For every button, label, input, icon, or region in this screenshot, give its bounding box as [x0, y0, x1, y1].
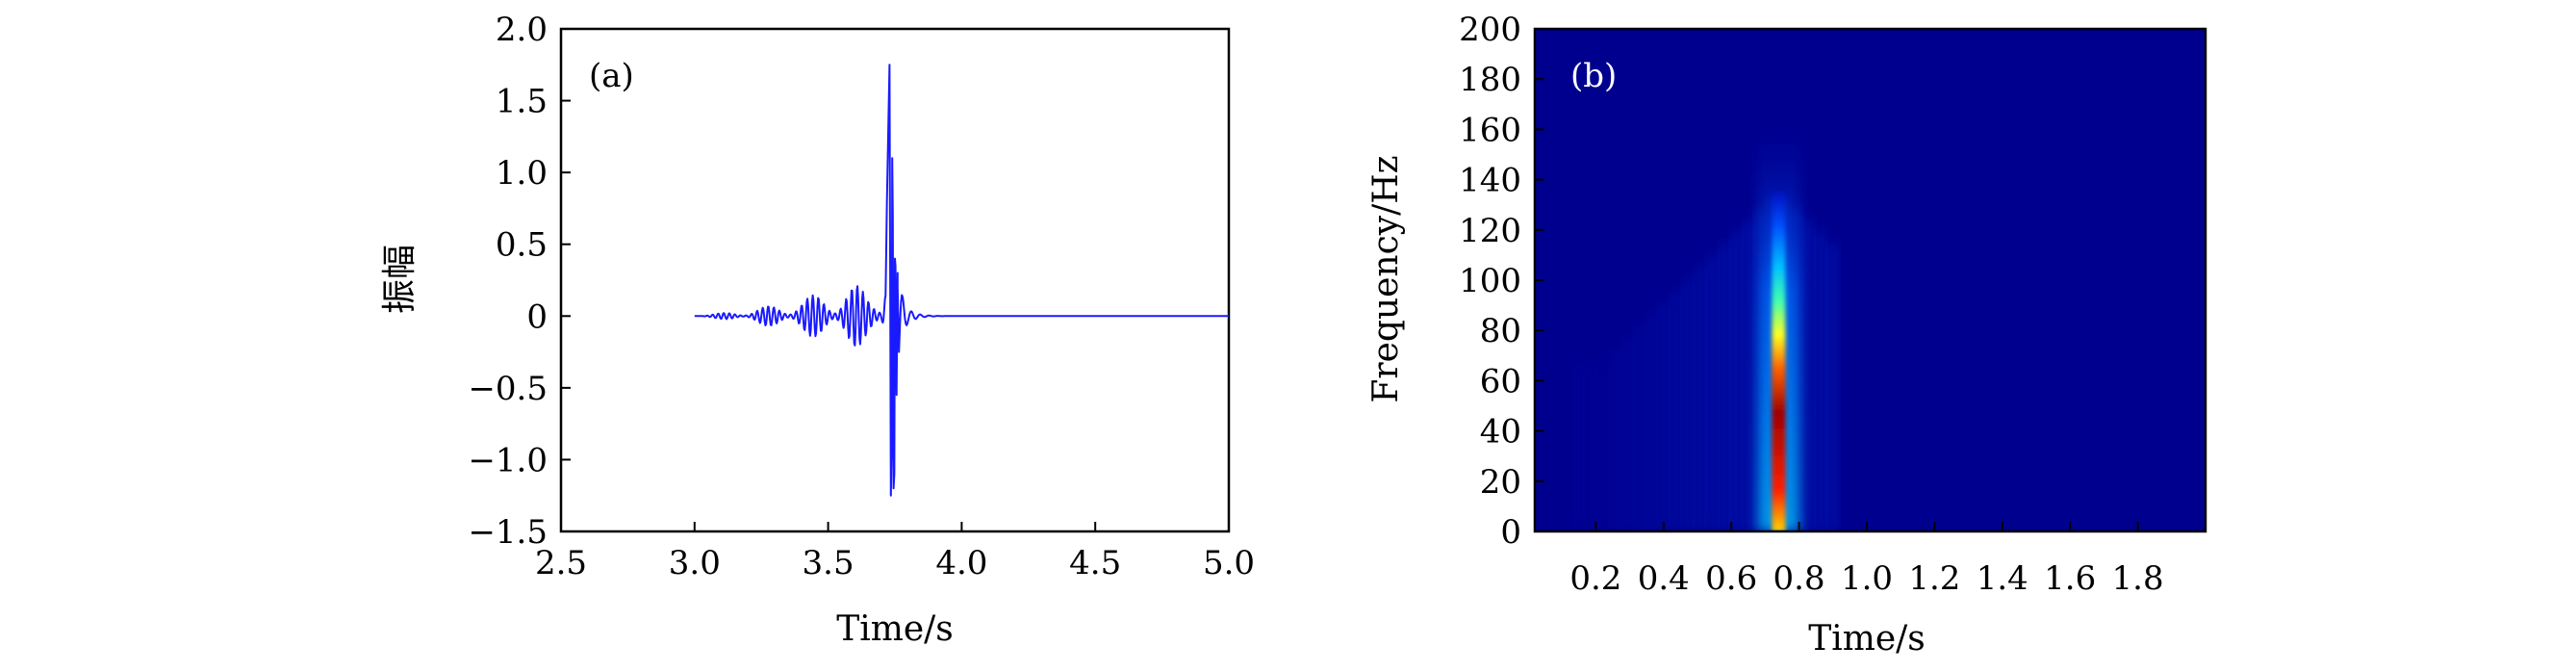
heatmap-peak-core — [1772, 192, 1786, 531]
x-tick-label: 1.2 — [1908, 559, 1960, 598]
panel-b-x-ticks: 0.2 0.4 0.6 0.8 1.0 1.2 1.4 1.6 1.8 — [1569, 522, 2164, 598]
panel-a-x-axis-label: Time/s — [836, 609, 954, 649]
y-tick-label: −1.5 — [468, 513, 548, 552]
heatmap-streak — [1574, 361, 1583, 531]
panel-b-label: (b) — [1570, 57, 1617, 95]
y-tick-label: −0.5 — [468, 370, 548, 408]
panel-a-plot-area — [694, 64, 1229, 497]
y-tick-label: 60 — [1480, 362, 1521, 401]
heatmap-streak — [1635, 325, 1644, 531]
y-tick-label: 80 — [1480, 312, 1521, 350]
y-tick-label: 120 — [1459, 212, 1521, 250]
y-tick-label: 200 — [1459, 11, 1521, 49]
heatmap-streak — [1804, 220, 1813, 531]
panel-a-label: (a) — [589, 57, 634, 95]
y-tick-label: 2.0 — [496, 11, 548, 49]
x-tick-label: 3.0 — [669, 544, 721, 582]
heatmap-streak — [1623, 337, 1632, 531]
heatmap-streak — [1587, 361, 1595, 531]
x-tick-label: 0.4 — [1638, 559, 1690, 598]
panel-a-signal-line — [694, 64, 1229, 497]
x-tick-label: 4.0 — [935, 544, 987, 582]
x-tick-label: 0.8 — [1773, 559, 1825, 598]
panel-b-x-axis-label: Time/s — [1808, 619, 1926, 659]
x-tick-label: 0.6 — [1705, 559, 1757, 598]
heatmap-streak — [1671, 291, 1680, 531]
heatmap-streak — [1744, 220, 1752, 531]
panel-a: 2.5 3.0 3.5 4.0 4.5 5.0 −1.5 −1.0 −0.5 0 0.5 1.0 1.… — [380, 11, 1255, 649]
y-tick-label: 100 — [1459, 262, 1521, 300]
heatmap-streak — [1817, 232, 1825, 531]
heatmap-streak — [1708, 255, 1717, 531]
y-tick-label: 0 — [1500, 513, 1521, 552]
heatmap-streak — [1683, 278, 1692, 531]
y-tick-label: 40 — [1480, 413, 1521, 452]
y-tick-label: 160 — [1459, 111, 1521, 149]
panel-b-heatmap — [1574, 129, 1837, 531]
panel-a-x-ticks: 2.5 3.0 3.5 4.0 4.5 5.0 — [535, 522, 1255, 582]
x-tick-label: 0.2 — [1569, 559, 1621, 598]
y-tick-label: 20 — [1480, 463, 1521, 502]
x-tick-label: 5.0 — [1203, 544, 1255, 582]
panel-b: 0.2 0.4 0.6 0.8 1.0 1.2 1.4 1.6 1.8 0 20 40 60 80 100… — [1366, 11, 2207, 659]
heatmap-streak — [1598, 360, 1607, 531]
x-tick-label: 4.5 — [1069, 544, 1121, 582]
heatmap-streak — [1732, 232, 1741, 531]
panel-a-y-ticks: −1.5 −1.0 −0.5 0 0.5 1.0 1.5 2.0 — [468, 11, 571, 552]
x-tick-label: 1.4 — [1977, 559, 2028, 598]
panel-b-y-ticks: 0 20 40 60 80 100 120 140 160 180 200 — [1459, 11, 1544, 552]
x-tick-label: 3.5 — [803, 544, 854, 582]
heatmap-streak — [1611, 349, 1620, 531]
x-tick-label: 1.0 — [1841, 559, 1893, 598]
panel-b-y-axis-label: Frequency/Hz — [1366, 155, 1406, 402]
y-tick-label: −1.0 — [468, 441, 548, 479]
x-tick-label: 1.6 — [2044, 559, 2096, 598]
panel-b-heatmap-background — [1535, 29, 2206, 531]
y-tick-label: 180 — [1459, 61, 1521, 99]
y-tick-label: 0 — [526, 297, 548, 336]
heatmap-streak — [1647, 314, 1656, 531]
heatmap-streak — [1659, 302, 1668, 531]
x-tick-label: 1.8 — [2112, 559, 2164, 598]
x-tick-label: 2.5 — [535, 544, 587, 582]
panel-a-y-axis-label: 振幅 — [380, 245, 420, 314]
y-tick-label: 0.5 — [496, 226, 548, 265]
heatmap-streak — [1720, 244, 1728, 531]
heatmap-streak — [1696, 267, 1704, 531]
y-tick-label: 140 — [1459, 162, 1521, 200]
heatmap-streak — [1828, 244, 1837, 531]
y-tick-label: 1.5 — [496, 83, 548, 121]
y-tick-label: 1.0 — [496, 154, 548, 193]
